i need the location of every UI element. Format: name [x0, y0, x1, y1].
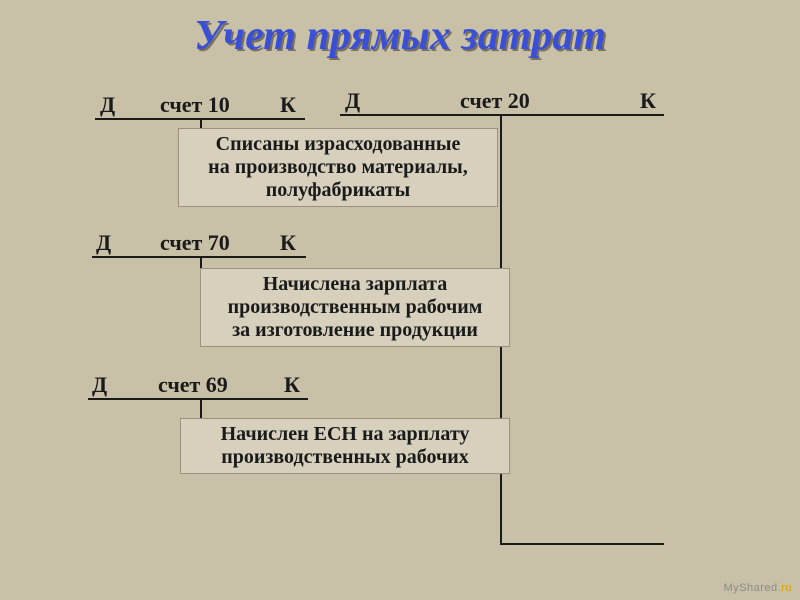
desc-esn: Начислен ЕСН на зарплатупроизводственных…: [180, 418, 510, 474]
watermark-suffix: .ru: [778, 582, 792, 594]
acct69-debit-label: Д: [92, 372, 107, 398]
watermark-text: MyShared: [724, 582, 778, 594]
page-title: Учет прямых затрат: [194, 12, 606, 60]
acct69-name: счет 69: [158, 372, 228, 398]
acct20-credit-label: К: [640, 88, 656, 114]
acct20-hline: [340, 114, 664, 116]
extra-hline: [500, 543, 664, 545]
desc-salary: Начислена зарплатапроизводственным рабоч…: [200, 268, 510, 347]
acct20-debit-label: Д: [345, 88, 360, 114]
acct10-name: счет 10: [160, 92, 230, 118]
desc-materials: Списаны израсходованныена производство м…: [178, 128, 498, 207]
acct70-name: счет 70: [160, 230, 230, 256]
acct70-debit-label: Д: [96, 230, 111, 256]
acct10-credit-label: К: [280, 92, 296, 118]
acct69-hline: [88, 398, 308, 400]
watermark: MyShared.ru: [724, 582, 792, 594]
acct69-credit-label: К: [284, 372, 300, 398]
acct20-name: счет 20: [460, 88, 530, 114]
acct70-hline: [92, 256, 306, 258]
acct70-credit-label: К: [280, 230, 296, 256]
acct10-debit-label: Д: [100, 92, 115, 118]
